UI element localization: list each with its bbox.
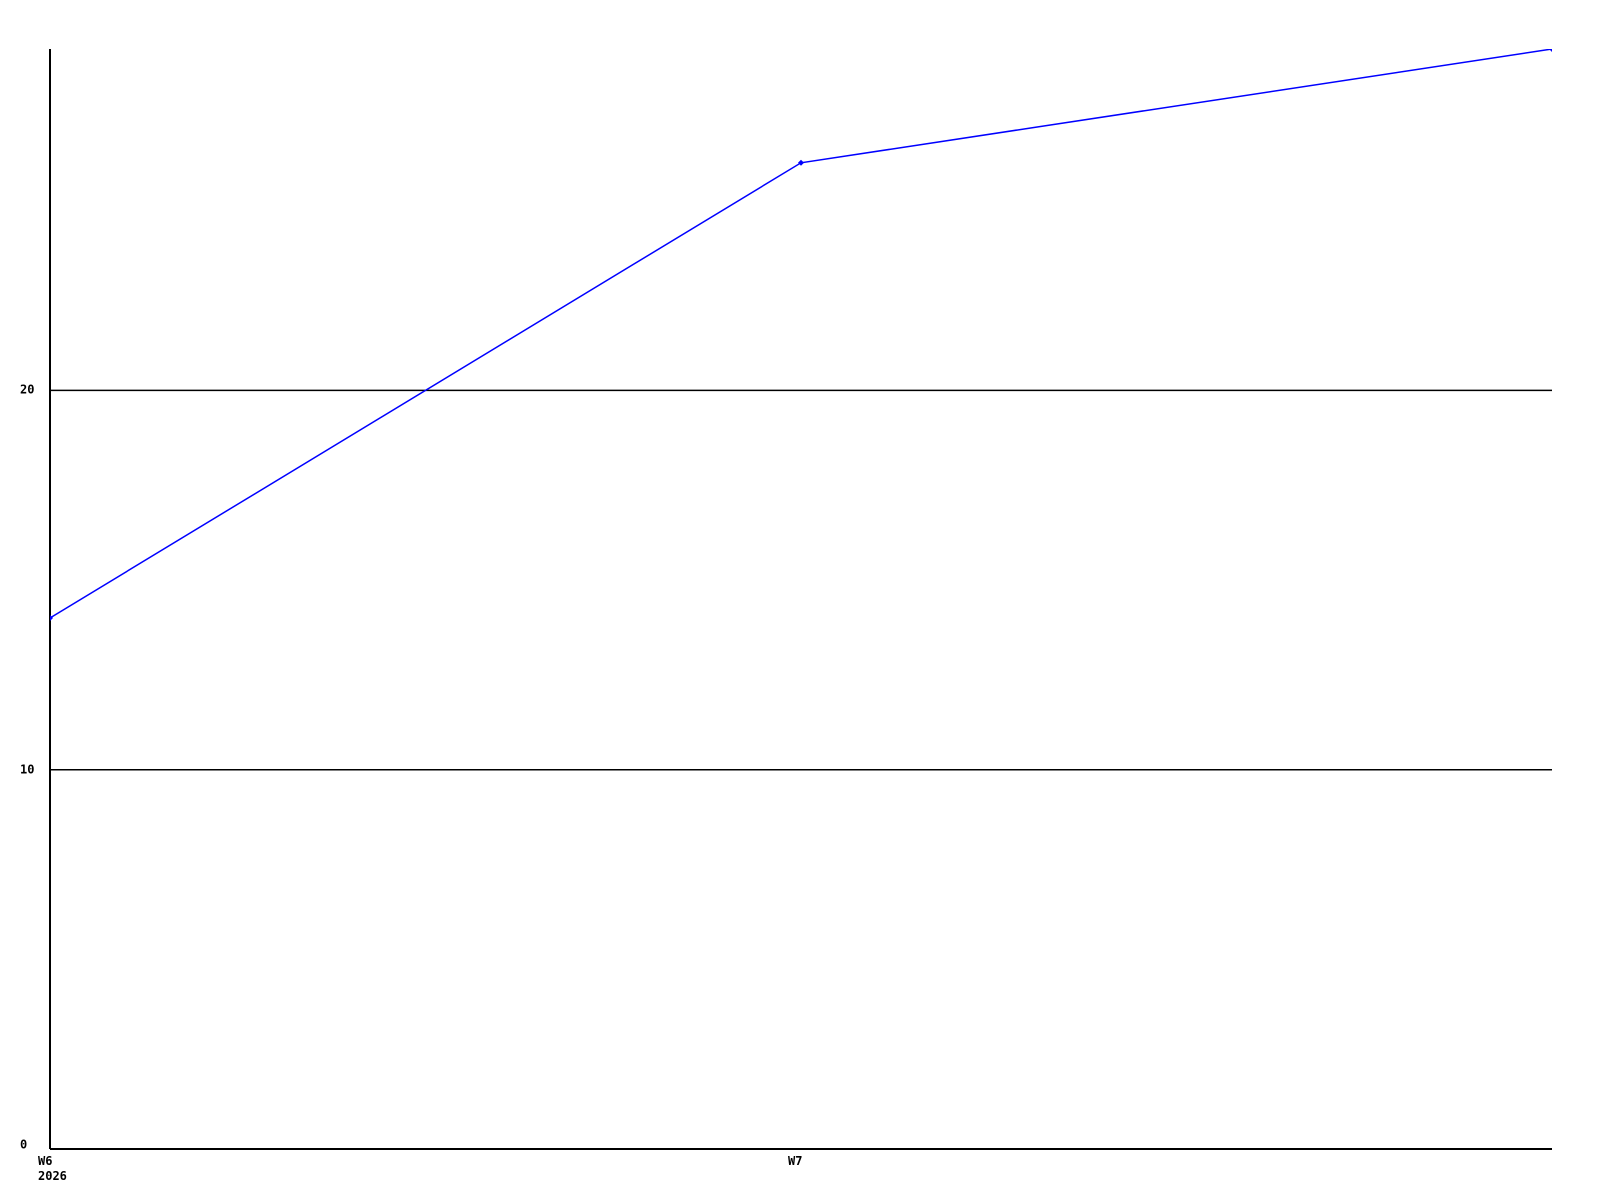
y-tick-label-10: 10 <box>20 762 35 777</box>
y-tick-label-0: 0 <box>20 1137 28 1152</box>
y-tick-label-20: 20 <box>20 382 35 397</box>
data-point-marker <box>798 159 804 166</box>
data-point-marker <box>1549 49 1552 52</box>
x-tick-year-label: 2026 <box>38 1169 67 1183</box>
x-tick-label-w7: W7 <box>788 1154 803 1168</box>
series-line <box>50 49 1552 619</box>
data-point-marker <box>50 614 53 621</box>
x-tick-label-w6: W6 <box>38 1154 53 1168</box>
